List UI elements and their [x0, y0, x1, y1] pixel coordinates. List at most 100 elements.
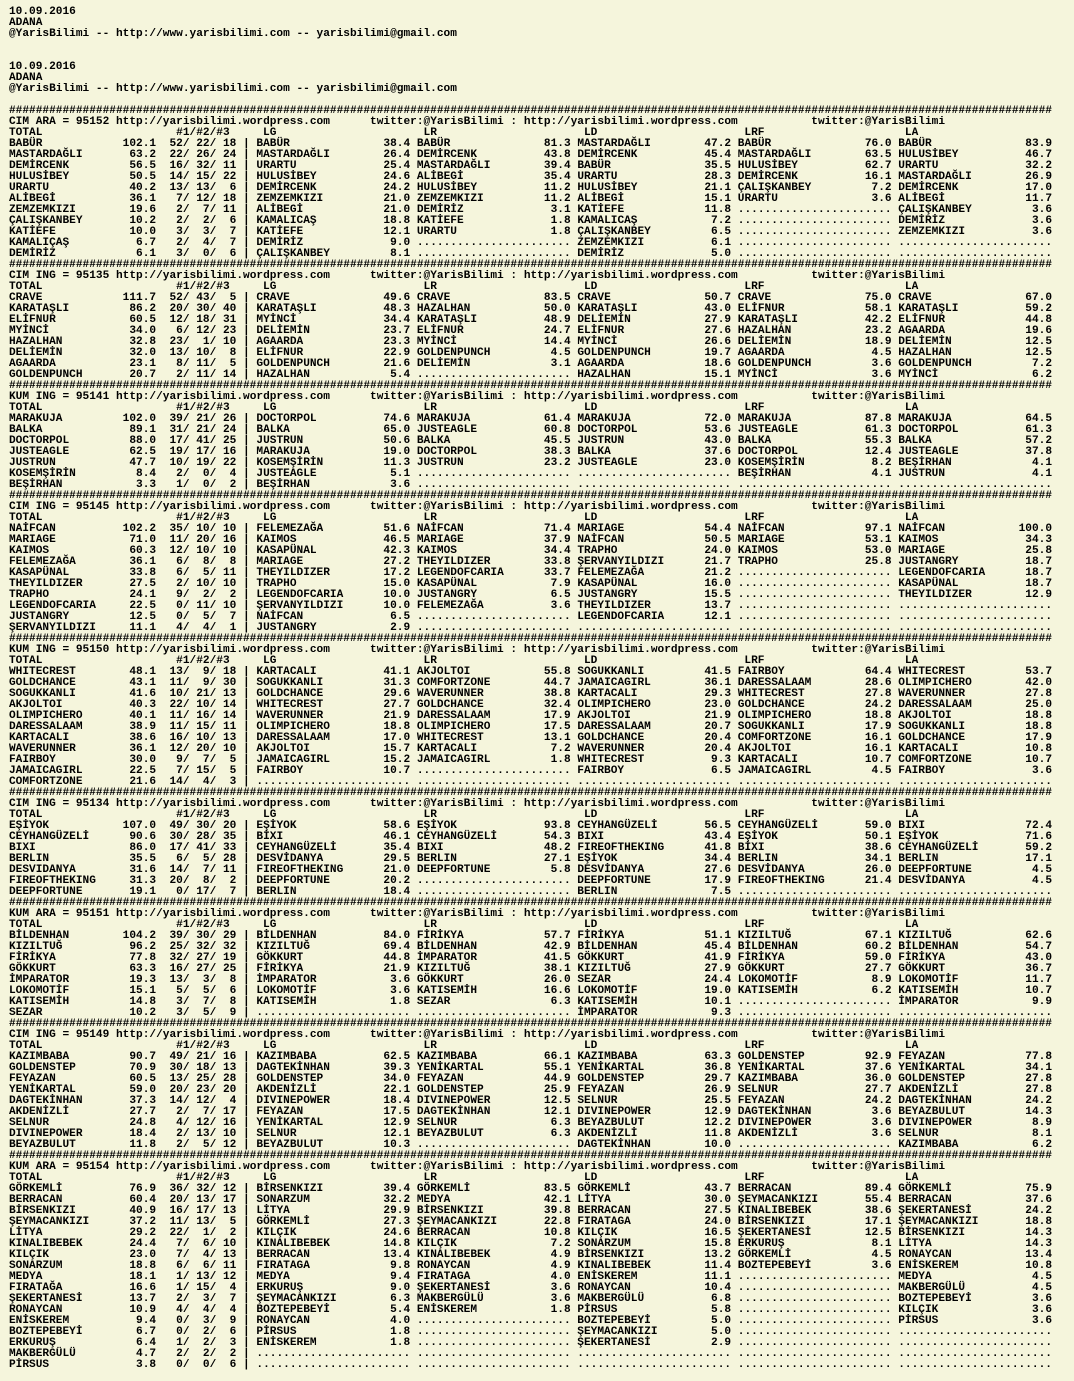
lg-score: 15.0	[370, 578, 411, 590]
twitter-handle[interactable]: twitter:@YarisBilimi	[329, 1161, 504, 1173]
lr-score: 44.7	[530, 677, 571, 689]
lg-horse-name: BEYAZBULUT	[256, 1139, 371, 1151]
site-link[interactable]: http://yarisbilimi.wordpress.com	[109, 391, 330, 403]
ld-score: 9.3	[690, 754, 732, 766]
site-link[interactable]: http://yarisbilimi.wordpress.com	[523, 116, 738, 128]
lr-score: 4.9	[530, 1260, 571, 1272]
lrf-horse-name: DARESSALAAM	[731, 677, 852, 689]
twitter-handle[interactable]: twitter:@YarisBilimi	[737, 908, 945, 920]
horse-name: AKDENİZLİ	[9, 1106, 116, 1118]
column-label-la: LA	[764, 919, 919, 931]
twitter-handle[interactable]: twitter:@YarisBilimi	[737, 1029, 945, 1041]
lg-horse-name: KAMALICAŞ	[256, 215, 371, 227]
twitter-handle[interactable]: twitter:@YarisBilimi	[329, 1029, 504, 1041]
place-counts: 3/ 5/ 9	[156, 1007, 237, 1019]
site-link[interactable]: http://yarisbilimi.wordpress.com	[109, 644, 330, 656]
lg-score: 5.4	[370, 369, 411, 381]
lrf-score: 3.6	[851, 369, 892, 381]
column-label-ld: LD	[436, 1172, 598, 1184]
twitter-handle[interactable]: twitter:@YarisBilimi	[329, 501, 504, 513]
horse-name: MARIAGE	[9, 534, 116, 546]
ld-score: 11.1	[690, 1271, 732, 1283]
site-link[interactable]: http://yarisbilimi.wordpress.com	[523, 908, 738, 920]
total-score: 18.4	[115, 1128, 157, 1140]
lrf-horse-name: KARATAŞLI	[731, 314, 852, 326]
ld-horse-name: MYİNCİ	[570, 336, 691, 348]
site-link[interactable]: http://yarisbilimi.wordpress.com	[523, 501, 738, 513]
twitter-handle[interactable]: twitter:@YarisBilimi	[329, 798, 504, 810]
column-separator: |	[236, 699, 257, 711]
site-link[interactable]: http://yarisbilimi.wordpress.com	[109, 1029, 330, 1041]
site-link[interactable]: http://yarisbilimi.wordpress.com	[109, 1161, 330, 1173]
site-link[interactable]: http://yarisbilimi.wordpress.com	[109, 116, 330, 128]
lr-score: 38.3	[530, 446, 571, 458]
horse-name: MYİNCİ	[9, 325, 116, 337]
horse-name: FIREOFTHEKING	[9, 875, 116, 887]
twitter-handle[interactable]: twitter:@YarisBilimi	[329, 116, 504, 128]
table-row: SONARZUM 18.8 6/ 6/ 11 | FIRATAGA 9.8 RO…	[9, 1260, 1074, 1272]
site-link[interactable]: http://yarisbilimi.wordpress.com	[523, 391, 738, 403]
lg-horse-name: HAZALHAN	[256, 369, 371, 381]
twitter-handle[interactable]: twitter:@YarisBilimi	[737, 501, 945, 513]
ld-horse-name: FAIRBOY	[570, 765, 691, 777]
site-link[interactable]: http://yarisbilimi.wordpress.com	[523, 798, 738, 810]
lg-score: 17.0	[370, 732, 411, 744]
lrf-empty-slot: .......................	[731, 1271, 892, 1283]
race-title-line: CIM ING = 95134 http://yarisbilimi.wordp…	[9, 798, 1074, 810]
places-label: #1/#2/#3	[176, 655, 230, 667]
ld-score: 20.4	[690, 732, 732, 744]
twitter-handle[interactable]: twitter:@YarisBilimi	[329, 391, 504, 403]
site-link[interactable]: http://yarisbilimi.wordpress.com	[523, 644, 738, 656]
la-score: 43.0	[1011, 952, 1053, 964]
site-link[interactable]: http://yarisbilimi.wordpress.com	[523, 270, 738, 282]
lrf-score: 87.8	[851, 413, 892, 425]
la-horse-name: PİRSUS	[891, 1315, 1012, 1327]
twitter-handle[interactable]: twitter:@YarisBilimi	[737, 391, 945, 403]
total-score: 71.0	[115, 534, 157, 546]
la-score: 14.3	[1011, 1227, 1053, 1239]
site-link[interactable]: http://yarisbilimi.wordpress.com	[109, 270, 330, 282]
site-link[interactable]: http://yarisbilimi.wordpress.com	[523, 1161, 738, 1173]
site-link[interactable]: http://yarisbilimi.wordpress.com	[109, 908, 330, 920]
twitter-handle[interactable]: twitter:@YarisBilimi	[329, 908, 504, 920]
lg-score: 34.0	[370, 1073, 411, 1085]
lr-horse-name: DEEPFORTUNE	[410, 864, 531, 876]
lrf-horse-name: BİXI	[731, 842, 852, 854]
column-separator: |	[236, 1304, 257, 1316]
site-link[interactable]: http://yarisbilimi.wordpress.com	[523, 1029, 738, 1041]
lr-score: 5.8	[530, 864, 571, 876]
lr-horse-name: ŞEKERTANESİ	[410, 1282, 531, 1294]
lrf-score: 58.1	[851, 303, 892, 315]
ld-score: 24.0	[690, 1216, 732, 1228]
lrf-score: 50.1	[851, 831, 892, 843]
la-score: 24.2	[1011, 1205, 1053, 1217]
twitter-handle[interactable]: twitter:@YarisBilimi	[737, 1161, 945, 1173]
lg-horse-name: GÖKKURT	[256, 952, 371, 964]
column-separator: |	[236, 1315, 257, 1327]
twitter-handle[interactable]: twitter:@YarisBilimi	[737, 798, 945, 810]
ld-horse-name: CRAVE	[570, 292, 691, 304]
twitter-handle[interactable]: twitter:@YarisBilimi	[737, 116, 945, 128]
twitter-handle[interactable]: twitter:@YarisBilimi	[737, 270, 945, 282]
total-score: 76.9	[115, 1183, 157, 1195]
total-score: 38.9	[115, 721, 157, 733]
column-label-lg: LG	[229, 809, 277, 821]
twitter-handle[interactable]: twitter:@YarisBilimi	[329, 270, 504, 282]
ld-horse-name: LEGENDOFCARIA	[570, 611, 691, 623]
twitter-handle[interactable]: twitter:@YarisBilimi	[329, 644, 504, 656]
table-row: DAGTEKİNHAN 37.3 14/ 12/ 4 | DIVINEPOWER…	[9, 1095, 1074, 1107]
total-score: 102.0	[115, 413, 157, 425]
place-counts: 10/ 21/ 13	[156, 688, 237, 700]
lg-horse-name: MEDYA	[256, 1271, 371, 1283]
ld-horse-name: JUSTANGRY	[570, 589, 691, 601]
twitter-handle[interactable]: twitter:@YarisBilimi	[737, 644, 945, 656]
header-contact: @YarisBilimi -- http://www.yarisbilimi.c…	[9, 28, 1074, 40]
lg-horse-name: GOLDENSTEP	[256, 1073, 371, 1085]
horse-name: DEEPFORTUNE	[9, 886, 116, 898]
site-link[interactable]: http://yarisbilimi.wordpress.com	[109, 501, 330, 513]
table-row: BABÜR 102.1 52/ 22/ 18 | BABÜR 38.4 BABÜ…	[9, 138, 1074, 150]
column-separator: |	[236, 1205, 257, 1217]
site-link[interactable]: http://yarisbilimi.wordpress.com	[109, 798, 330, 810]
contact-line: @YarisBilimi -- http://www.yarisbilimi.c…	[9, 28, 457, 40]
lg-score: 14.8	[370, 1238, 411, 1250]
